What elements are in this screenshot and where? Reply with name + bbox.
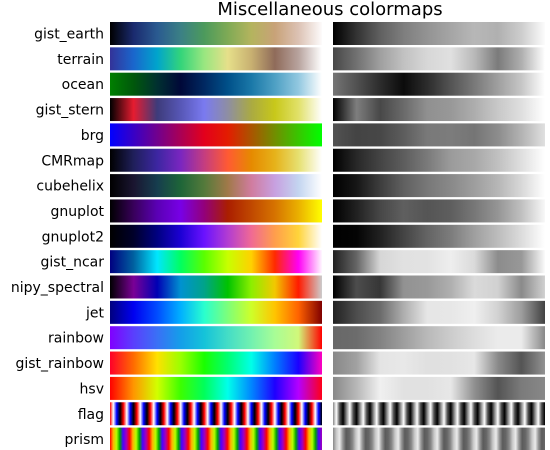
colormap-label-gist-rainbow: gist_rainbow [15, 356, 104, 372]
colormap-bar-brg [110, 123, 322, 147]
grayscale-bar-cubehelix [333, 174, 545, 198]
grayscale-bar-rainbow [333, 326, 545, 350]
colormap-label-gist-earth: gist_earth [34, 27, 104, 43]
colormap-label-terrain: terrain [57, 52, 104, 68]
colormap-bar-gnuplot [110, 199, 322, 223]
grayscale-bar-gist-ncar [333, 250, 545, 274]
grayscale-bar-hsv [333, 376, 545, 400]
colormap-bar-gist-stern [110, 98, 322, 122]
colormap-label-gnuplot2: gnuplot2 [42, 229, 104, 245]
colormap-label-flag: flag [78, 407, 104, 423]
colormap-bar-jet [110, 300, 322, 324]
colormap-bar-hsv [110, 376, 322, 400]
colormap-label-hsv: hsv [80, 381, 104, 397]
colormap-bar-ocean [110, 72, 322, 96]
grayscale-bar-nipy-spectral [333, 275, 545, 299]
grayscale-bar-prism [333, 427, 545, 450]
colormap-bar-gnuplot2 [110, 224, 322, 248]
colormap-bar-flag [110, 402, 322, 426]
grayscale-bar-gnuplot [333, 199, 545, 223]
colormap-bar-gist-rainbow [110, 351, 322, 375]
colormap-label-rainbow: rainbow [48, 331, 104, 347]
chart-title: Miscellaneous colormaps [217, 0, 443, 20]
grayscale-bar-ocean [333, 72, 545, 96]
colormap-label-jet: jet [85, 305, 105, 321]
grayscale-bar-gnuplot2 [333, 224, 545, 248]
grayscale-bar-gist-earth [333, 22, 545, 45]
colormap-label-cmrmap: CMRmap [41, 153, 104, 169]
grayscale-bar-flag [333, 402, 545, 426]
colormap-label-cubehelix: cubehelix [36, 179, 104, 195]
colormap-label-gist-ncar: gist_ncar [41, 255, 105, 271]
colormap-bar-cmrmap [110, 148, 322, 172]
grayscale-bar-cmrmap [333, 148, 545, 172]
colormap-label-ocean: ocean [62, 77, 104, 93]
colormap-bar-gist-earth [110, 22, 322, 45]
colormap-bar-prism [110, 427, 322, 450]
grayscale-bar-brg [333, 123, 545, 147]
grayscale-bar-jet [333, 300, 545, 324]
colormap-bar-gist-ncar [110, 250, 322, 274]
colormap-label-prism: prism [65, 432, 104, 448]
colormap-bar-nipy-spectral [110, 275, 322, 299]
grayscale-bar-gist-stern [333, 98, 545, 122]
colormap-bar-cubehelix [110, 174, 322, 198]
grayscale-bar-gist-rainbow [333, 351, 545, 375]
colormap-bar-terrain [110, 47, 322, 71]
colormap-label-nipy-spectral: nipy_spectral [11, 280, 104, 296]
colormap-label-gnuplot: gnuplot [51, 204, 105, 220]
colormap-label-brg: brg [81, 128, 104, 144]
grayscale-bar-terrain [333, 47, 545, 71]
colormap-label-gist-stern: gist_stern [36, 103, 104, 119]
colormap-bar-rainbow [110, 326, 322, 350]
